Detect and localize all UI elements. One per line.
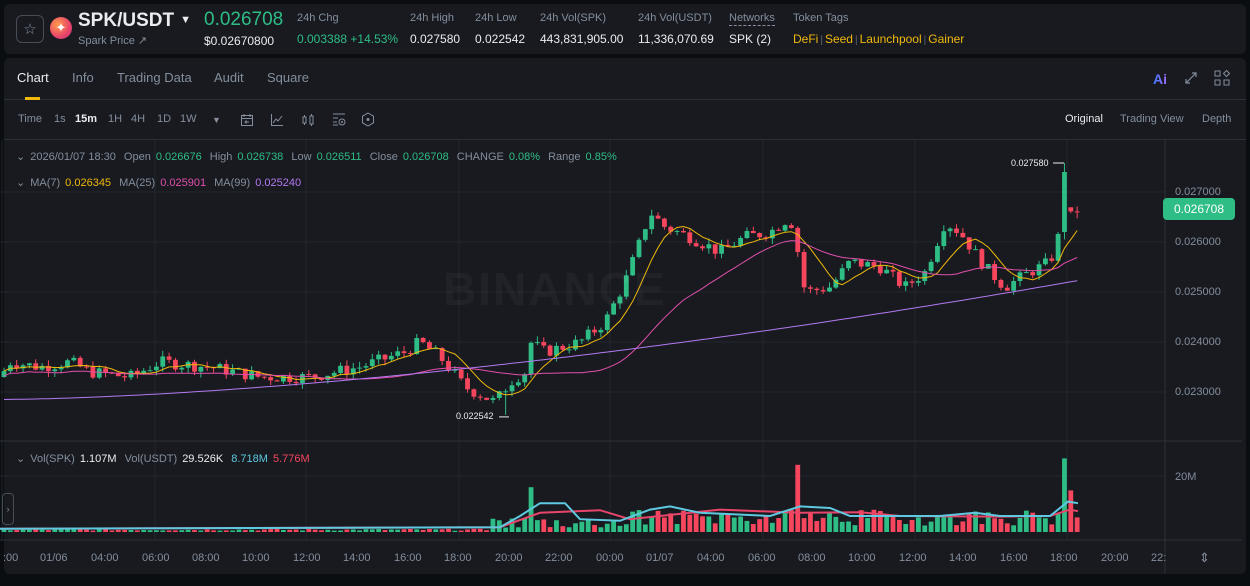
token-tags: Token Tags DeFi | Seed | Launchpool | Gainer <box>793 12 965 46</box>
price-axis-label: 0.024000 <box>1175 336 1221 348</box>
time-axis-label: 12:00 <box>293 552 321 564</box>
tag-seed[interactable]: Seed <box>824 32 853 46</box>
time-axis-label: 12:00 <box>899 552 927 564</box>
stat-24h-high: 24h High 0.027580 <box>410 12 461 46</box>
time-axis-label: 16:00 <box>394 552 422 564</box>
interval-1h[interactable]: 1H <box>108 113 123 125</box>
volume-axis-label: 20M <box>1175 471 1197 483</box>
collapse-legend-icon[interactable]: ⌄ <box>16 151 26 163</box>
calendar-icon[interactable] <box>240 113 254 127</box>
time-axis-label: 08:00 <box>798 552 826 564</box>
time-axis-label: 22: <box>1151 552 1167 564</box>
fullscreen-expand-icon[interactable] <box>1184 71 1198 85</box>
interval-15m[interactable]: 15m <box>75 113 98 125</box>
tab-audit[interactable]: Audit <box>214 70 244 85</box>
low-price-marker: 0.022542 <box>456 411 494 421</box>
time-label: Time <box>18 113 43 125</box>
time-axis-label: 14:00 <box>343 552 371 564</box>
price-axis-label: 0.023000 <box>1175 386 1221 398</box>
high-price-marker: 0.027580 <box>1011 158 1049 168</box>
tag-gainer[interactable]: Gainer <box>928 32 965 46</box>
chart-settings-icon[interactable] <box>331 112 347 127</box>
time-axis-label: 04:00 <box>91 552 119 564</box>
caret-down-icon: ▼ <box>180 14 191 26</box>
collapse-vol-icon[interactable]: ⌄ <box>16 453 26 465</box>
ohlc-legend: ⌄ 2026/01/07 18:30 Open 0.026676 High 0.026… <box>16 151 617 163</box>
chart-panel: Chart Info Trading Data Audit Square Ai … <box>4 58 1246 574</box>
time-axis-label: 14:00 <box>949 552 977 564</box>
time-axis-label: 10:00 <box>848 552 876 564</box>
price-axis-label: 0.027000 <box>1175 186 1221 198</box>
ai-button[interactable]: Ai <box>1153 71 1167 87</box>
price-axis-label: 0.026000 <box>1175 236 1221 248</box>
tab-bar: Chart Info Trading Data Audit Square Ai <box>4 58 1246 100</box>
indicators-chart-icon[interactable] <box>270 113 284 127</box>
pair-selector[interactable]: SPK/USDT ▼ <box>78 10 191 32</box>
hexagon-settings-icon[interactable] <box>361 112 375 127</box>
interval-4h[interactable]: 4H <box>131 113 146 125</box>
time-axis-label: 22:00 <box>545 552 573 564</box>
time-axis-label: 06:00 <box>142 552 170 564</box>
stat-24h-low: 24h Low 0.022542 <box>475 12 526 46</box>
stat-networks[interactable]: Networks SPK (2) <box>729 12 775 46</box>
interval-1w[interactable]: 1W <box>180 113 197 125</box>
time-axis-label: 18:00 <box>444 552 472 564</box>
time-axis-label: 18:00 <box>1050 552 1078 564</box>
time-axis-label: 16:00 <box>1000 552 1028 564</box>
ma-legend: ⌄ MA(7) 0.026345 MA(25) 0.025901 MA(99) 0.02… <box>16 177 302 189</box>
chart-toolbar: Time 1s 15m 1H 4H 1D 1W ▼ Original Tradi… <box>4 100 1246 140</box>
stat-24h-vol-spk: 24h Vol(SPK) 443,831,905.00 <box>540 12 624 46</box>
stat-24h-vol-usdt: 24h Vol(USDT) 11,336,070.69 <box>638 12 714 46</box>
time-axis-label: 01/06 <box>40 552 68 564</box>
price-axis-label: 0.025000 <box>1175 286 1221 298</box>
view-original[interactable]: Original <box>1065 113 1103 125</box>
tag-defi[interactable]: DeFi <box>793 32 819 46</box>
time-axis-label: 01/07 <box>646 552 674 564</box>
time-axis-label: 20:00 <box>1101 552 1129 564</box>
favorite-star-icon[interactable]: ☆ <box>16 15 44 43</box>
widgets-grid-icon[interactable] <box>1214 70 1230 86</box>
binance-watermark: BINANCE <box>443 262 667 316</box>
time-axis-label: :00 <box>3 552 19 564</box>
pair-name: SPK/USDT <box>78 10 175 31</box>
tag-launchpool[interactable]: Launchpool <box>859 32 922 46</box>
time-axis-label: 20:00 <box>495 552 523 564</box>
expand-panel-toggle[interactable]: › <box>2 493 14 525</box>
view-trading-view[interactable]: Trading View <box>1120 113 1184 125</box>
last-price: 0.026708 <box>204 9 284 30</box>
axis-scale-toggle-icon[interactable]: ⇕ <box>1199 550 1210 565</box>
candlestick-type-icon[interactable] <box>301 113 315 127</box>
tab-info[interactable]: Info <box>72 70 94 85</box>
time-axis-label: 04:00 <box>697 552 725 564</box>
interval-1s[interactable]: 1s <box>54 113 66 125</box>
tab-chart[interactable]: Chart <box>17 70 49 100</box>
time-axis-label: 08:00 <box>192 552 220 564</box>
ticker-header: ☆ ✦ SPK/USDT ▼ Spark Price ↗ 0.026708 $0.… <box>4 4 1246 54</box>
time-axis-label: 10:00 <box>242 552 270 564</box>
token-price-link[interactable]: Spark Price ↗ <box>78 35 148 47</box>
last-price-usd: $0.02670800 <box>204 34 275 48</box>
time-axis-label: 06:00 <box>748 552 776 564</box>
time-axis-label: 00:00 <box>596 552 624 564</box>
tab-square[interactable]: Square <box>267 70 309 85</box>
current-price-tag: 0.026708 <box>1163 198 1235 220</box>
stat-24h-change: 24h Chg 0.003388 +14.53% <box>297 12 399 46</box>
interval-1d[interactable]: 1D <box>157 113 172 125</box>
more-intervals-dropdown-icon[interactable]: ▼ <box>212 115 221 125</box>
candlestick-chart[interactable] <box>0 140 1250 574</box>
spark-token-logo: ✦ <box>50 17 72 39</box>
volume-legend: ⌄ Vol(SPK) 1.107M Vol(USDT) 29.526K 8.718M 5… <box>16 453 310 465</box>
collapse-ma-icon[interactable]: ⌄ <box>16 177 26 189</box>
tab-trading-data[interactable]: Trading Data <box>117 70 192 85</box>
view-depth[interactable]: Depth <box>1202 113 1232 125</box>
